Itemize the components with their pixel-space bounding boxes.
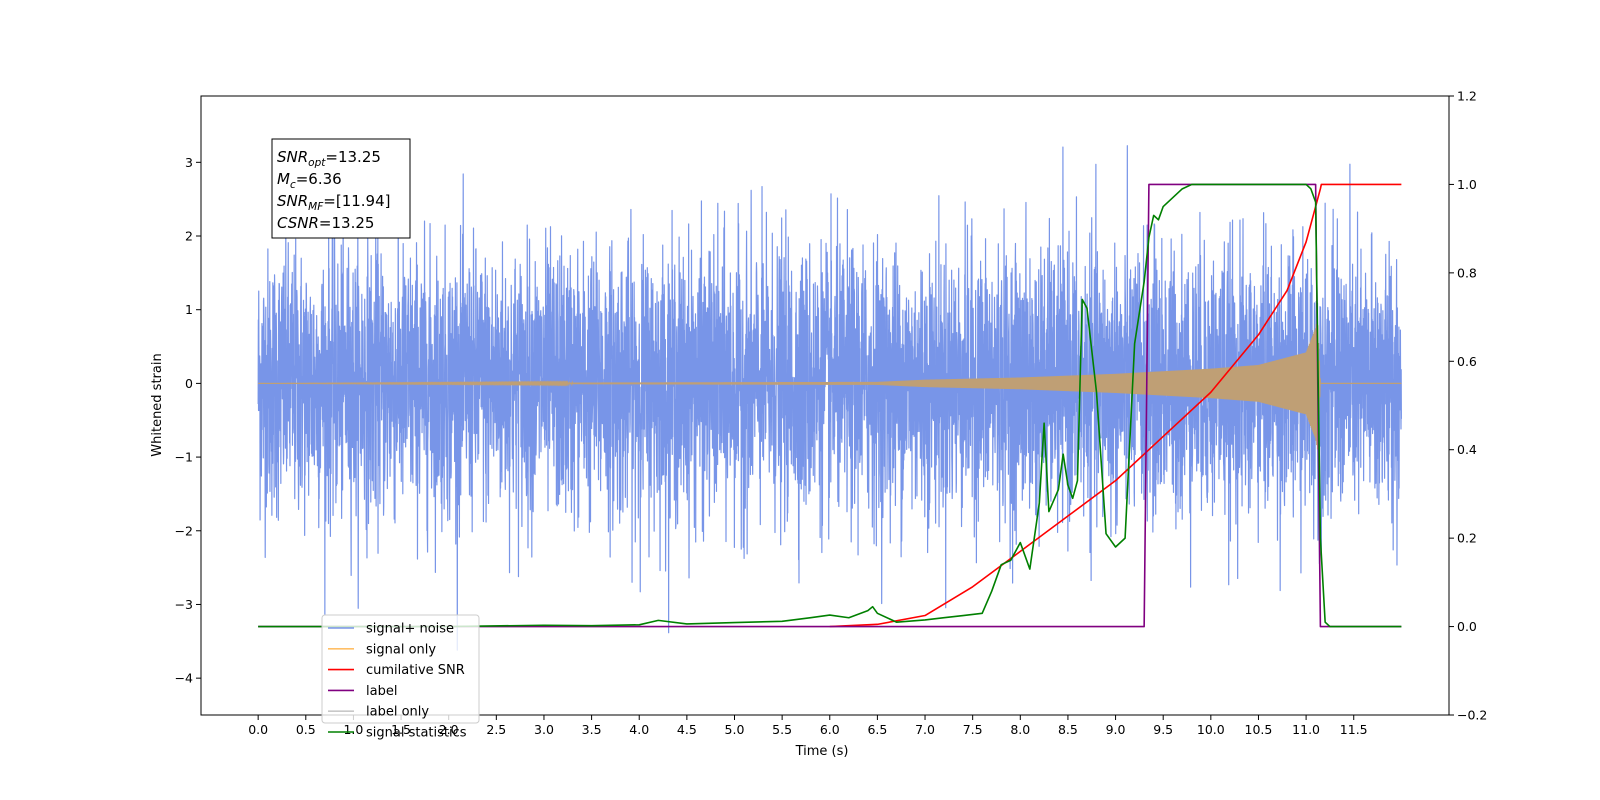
x-tick-label: 9.0 (1106, 722, 1126, 737)
legend-label-signal-noise: signal+ noise (366, 622, 454, 637)
series-signal-statistics (258, 183, 1402, 628)
x-tick-label: 6.0 (820, 722, 840, 737)
y-tick-label: 1 (185, 302, 193, 317)
y2-tick-label: 1.0 (1457, 177, 1477, 192)
y-tick-label: −2 (175, 523, 193, 538)
annotation-line: CSNR=13.25 (277, 214, 374, 232)
y2-tick-label: 0.0 (1457, 619, 1477, 634)
x-tick-label: 4.5 (677, 722, 697, 737)
x-tick-label: 8.0 (1010, 722, 1030, 737)
y2-tick-label: 0.2 (1457, 531, 1477, 546)
x-tick-label: 10.0 (1197, 722, 1225, 737)
x-tick-label: 2.0 (439, 722, 459, 737)
x-tick-label: 1.5 (391, 722, 411, 737)
y-tick-label: 0 (185, 376, 193, 391)
x-tick-label: 3.5 (582, 722, 602, 737)
x-tick-label: 5.5 (772, 722, 792, 737)
y-axis-label: Whitened strain (150, 353, 165, 456)
y2-tick-label: 0.8 (1457, 265, 1477, 280)
legend-label-signal-only: signal only (366, 642, 436, 657)
y-tick-label: 2 (185, 229, 193, 244)
x-tick-label: 5.0 (725, 722, 745, 737)
y-axis-right: 1.2 1.0 0.8 0.6 0.4 0.2 0.0 −0.2 (1449, 89, 1487, 723)
y-tick-label: −1 (175, 450, 193, 465)
x-axis: 0.0 0.5 1.0 1.5 2.0 2.5 3.0 3.5 4.0 4.5 5.0 5.5 6.0 6… (248, 715, 1368, 737)
x-tick-label: 11.5 (1340, 722, 1368, 737)
x-tick-label: 8.5 (1058, 722, 1078, 737)
y-axis-left: 3 2 1 0 −1 −2 −3 −4 (175, 155, 201, 686)
x-tick-label: 7.0 (915, 722, 935, 737)
x-tick-label: 6.5 (867, 722, 887, 737)
x-tick-label: 9.5 (1153, 722, 1173, 737)
x-tick-label: 3.0 (534, 722, 554, 737)
legend-label-signal-statistics: signal statistics (366, 726, 467, 741)
x-tick-label: 1.0 (343, 722, 363, 737)
x-tick-label: 10.5 (1245, 722, 1273, 737)
annotation-box: SNRopt=13.25Mc=6.36SNRMF=[11.94]CSNR=13.… (271, 138, 411, 239)
y-tick-label: −4 (175, 671, 193, 686)
series-layer (257, 145, 1402, 651)
x-tick-label: 7.5 (963, 722, 983, 737)
x-tick-label: 0.5 (296, 722, 316, 737)
y2-tick-label: −0.2 (1457, 708, 1487, 723)
x-tick-label: 4.0 (629, 722, 649, 737)
y-tick-label: 3 (185, 155, 193, 170)
series-cumilative-snr (829, 183, 1402, 628)
x-tick-label: 0.0 (248, 722, 268, 737)
annotation-line: Mc=6.36 (277, 170, 342, 191)
plot-frame (200, 95, 1450, 716)
x-axis-label: Time (s) (795, 744, 849, 759)
legend-label-label: label (366, 684, 397, 699)
legend-label-label-only: label only (366, 705, 429, 720)
legend-label-cumilative-snr: cumilative SNR (366, 663, 465, 678)
y2-tick-label: 0.6 (1457, 354, 1477, 369)
y-tick-label: −3 (175, 597, 193, 612)
x-tick-label: 2.5 (486, 722, 506, 737)
y2-tick-label: 0.4 (1457, 442, 1477, 457)
annotation-line: SNRopt=13.25 (277, 148, 381, 169)
legend: signal+ noise signal only cumilative SNR la… (321, 614, 480, 741)
x-tick-label: 11.0 (1292, 722, 1320, 737)
annotation-line: SNRMF=[11.94] (277, 192, 391, 213)
y2-tick-label: 1.2 (1457, 89, 1477, 104)
